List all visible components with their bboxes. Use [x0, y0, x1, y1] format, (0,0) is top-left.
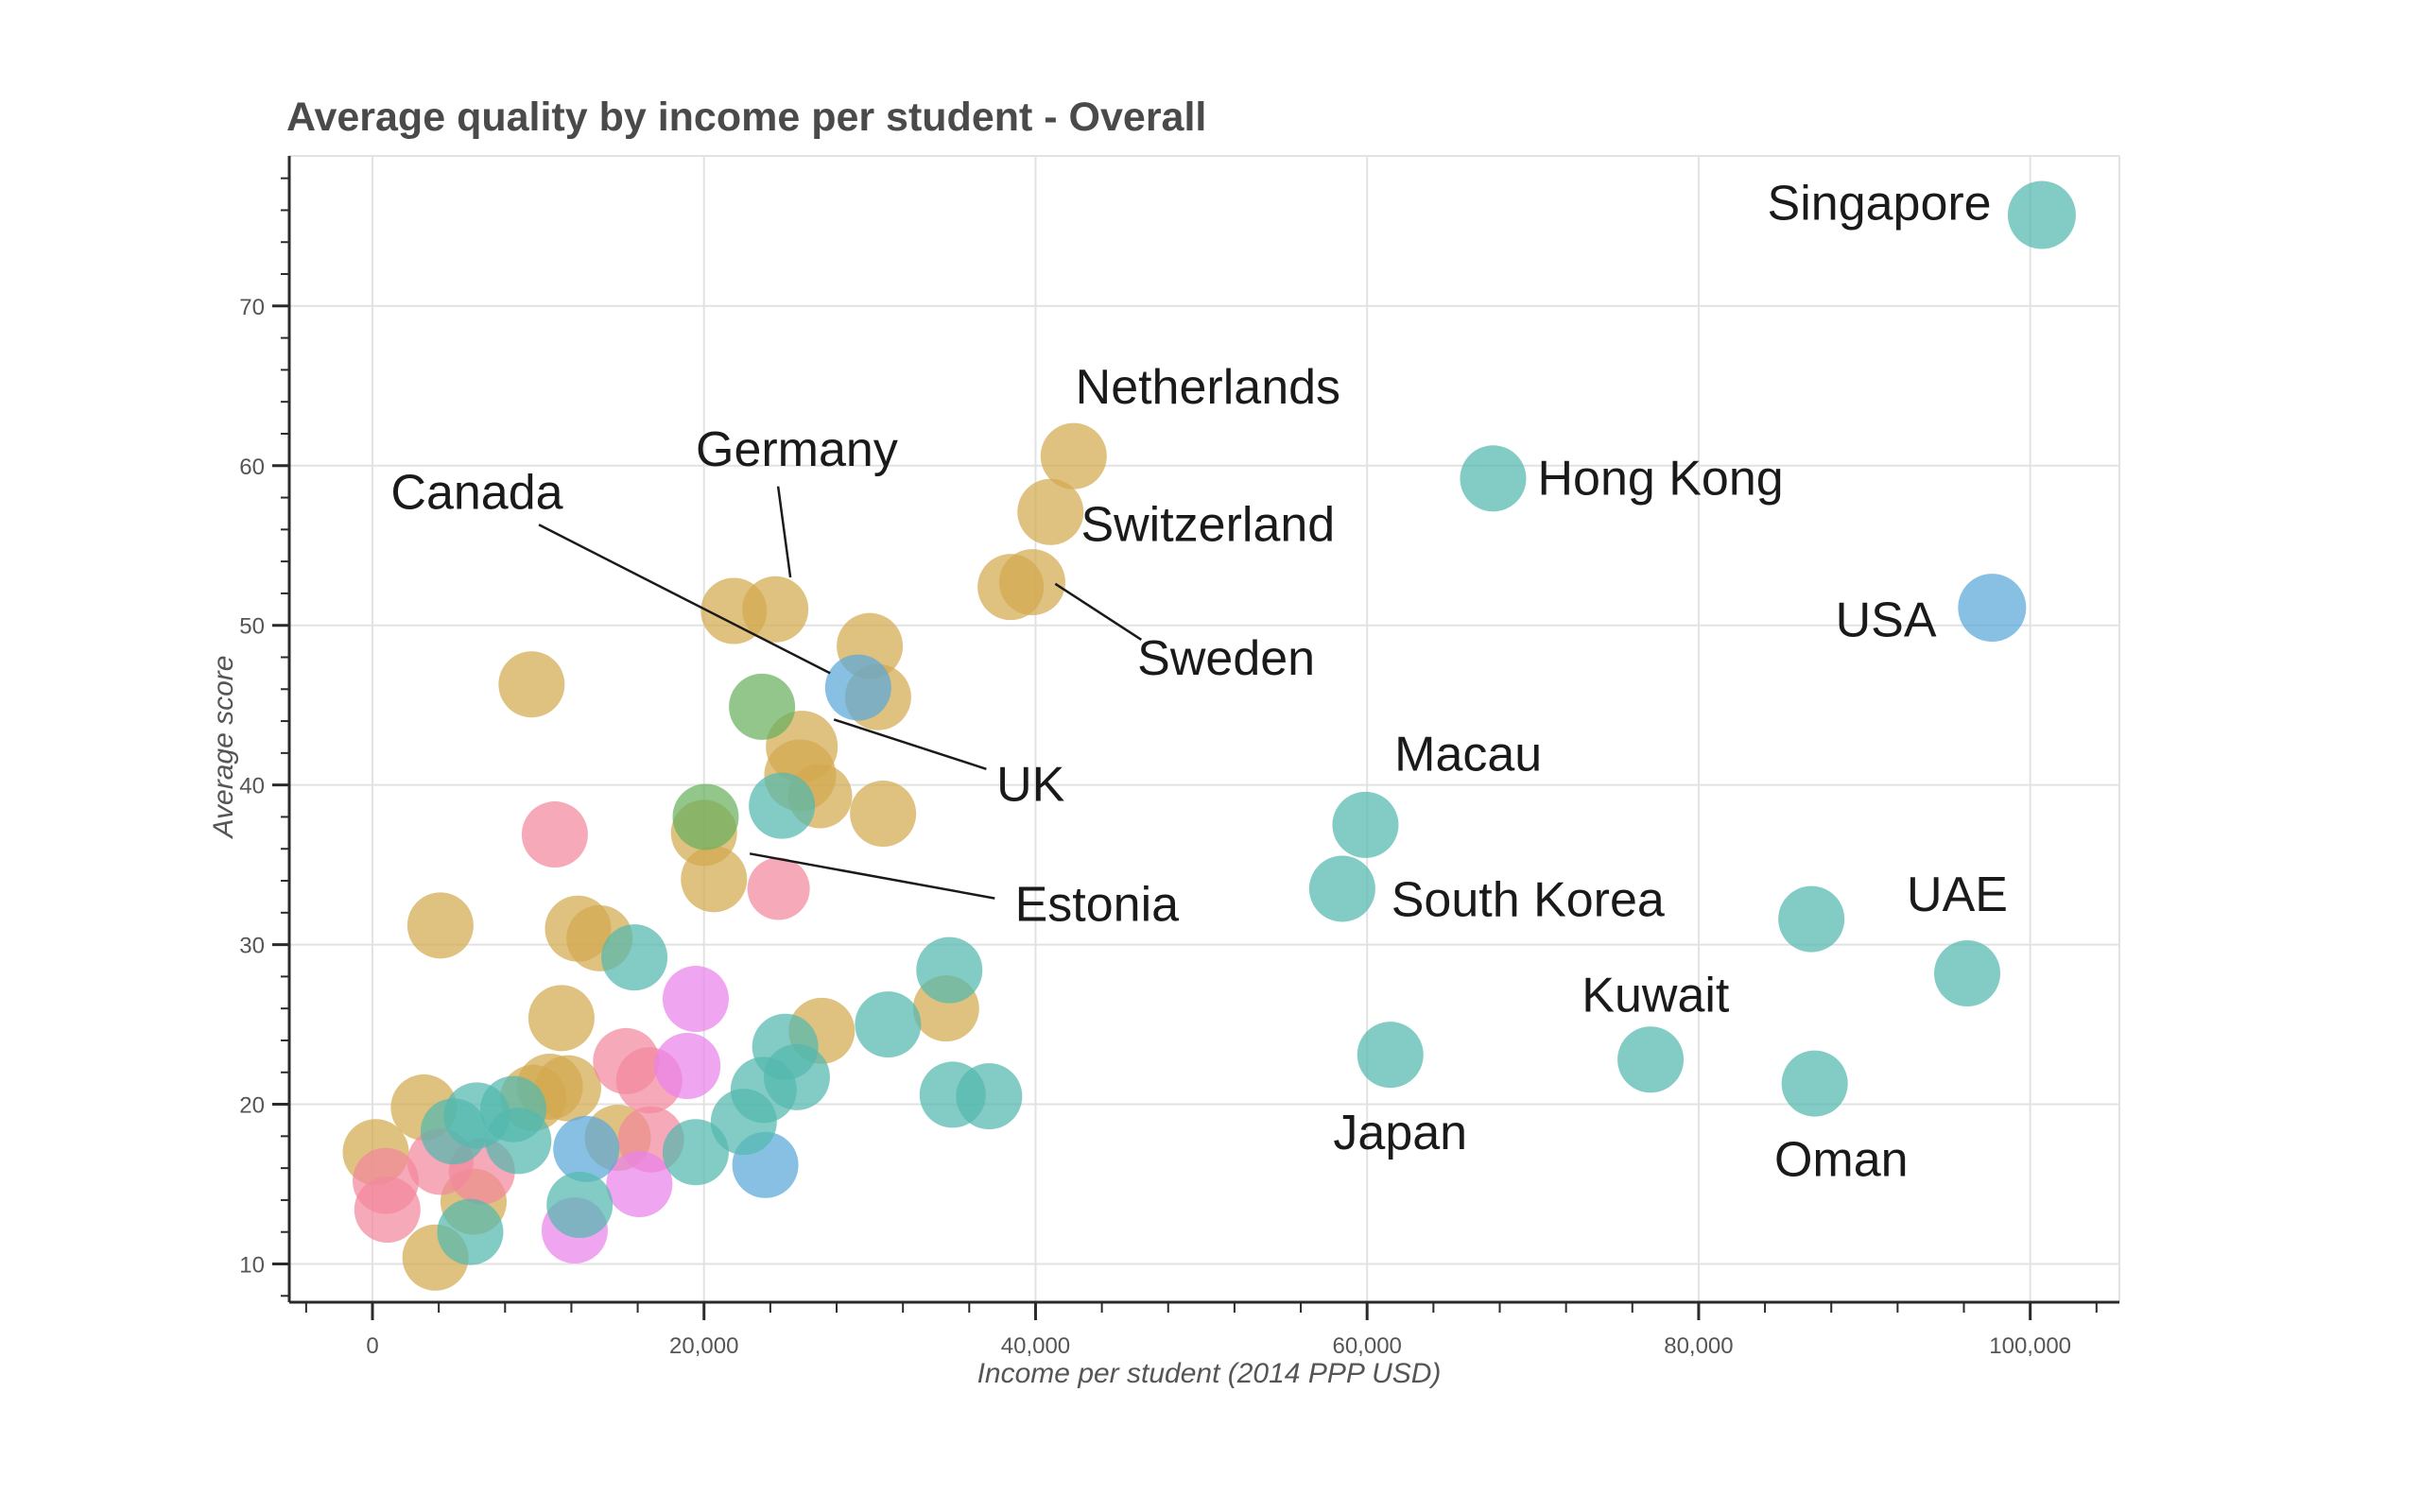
bubble[interactable]	[546, 1171, 614, 1238]
x-tick-label: 60,000	[1332, 1333, 1401, 1359]
country-label-uae: UAE	[1907, 868, 2008, 922]
bubble[interactable]	[601, 924, 668, 991]
bubble[interactable]	[850, 781, 917, 848]
bubble-kuwait[interactable]	[1617, 1026, 1685, 1093]
country-label-canada: Canada	[390, 465, 562, 520]
y-tick-label: 10	[239, 1253, 265, 1279]
bubble[interactable]	[749, 772, 816, 839]
leader-line-estonia	[749, 852, 995, 900]
leader-line-canada	[538, 524, 831, 675]
bubble[interactable]	[354, 1177, 421, 1244]
y-tick-label: 20	[239, 1093, 265, 1119]
y-axis-title: Average score	[208, 655, 239, 838]
x-tick-label: 0	[366, 1333, 378, 1359]
country-label-oman: Oman	[1774, 1133, 1909, 1188]
bubble[interactable]	[406, 892, 474, 959]
y-tick-label: 40	[239, 774, 265, 799]
bubble[interactable]	[662, 966, 729, 1033]
x-tick-label: 20,000	[669, 1333, 738, 1359]
chart-title: Average quality by income per student - …	[286, 94, 1207, 140]
bubble-singapore[interactable]	[2007, 180, 2076, 249]
country-label-japan: Japan	[1333, 1106, 1467, 1160]
leader-line-uk	[833, 718, 987, 770]
bubble[interactable]	[527, 985, 595, 1052]
country-label-usa: USA	[1836, 593, 1937, 648]
bubble[interactable]	[855, 991, 922, 1058]
country-label-singapore: Singapore	[1768, 177, 1992, 232]
bubble[interactable]	[498, 651, 565, 718]
bubble-japan[interactable]	[1357, 1022, 1424, 1089]
bubble[interactable]	[443, 1082, 510, 1149]
bubble-canada[interactable]	[824, 654, 891, 721]
country-label-hong-kong: Hong Kong	[1537, 451, 1783, 506]
bubble[interactable]	[672, 783, 739, 850]
country-label-south-korea: South Korea	[1392, 872, 1665, 927]
bubble-macau[interactable]	[1332, 791, 1399, 858]
bubble-oman[interactable]	[1781, 1050, 1848, 1117]
bubble[interactable]	[654, 1033, 721, 1100]
bubble[interactable]	[977, 554, 1045, 621]
bubble[interactable]	[662, 1119, 729, 1186]
bubble-netherlands[interactable]	[1040, 422, 1107, 490]
bubble[interactable]	[710, 1089, 777, 1156]
y-tick-label: 30	[239, 934, 265, 959]
bubble[interactable]	[521, 801, 588, 868]
bubble[interactable]	[956, 1063, 1023, 1130]
bubble-uae[interactable]	[1934, 940, 2001, 1007]
bubble-hong-kong[interactable]	[1460, 445, 1527, 512]
bubble[interactable]	[700, 577, 768, 644]
bubble[interactable]	[1778, 885, 1845, 953]
bubble-switzerland[interactable]	[1017, 478, 1084, 545]
country-label-uk: UK	[996, 758, 1065, 813]
country-label-germany: Germany	[696, 422, 898, 477]
x-tick-label: 80,000	[1664, 1333, 1733, 1359]
country-label-estonia: Estonia	[1015, 877, 1180, 932]
bubble[interactable]	[437, 1198, 504, 1265]
y-tick-label: 60	[239, 455, 265, 480]
x-axis-title: Income per student (2014 PPP USD)	[977, 1358, 1442, 1389]
x-tick-label: 100,000	[1989, 1333, 2071, 1359]
bubble-usa[interactable]	[1958, 574, 2027, 643]
bubble-estonia[interactable]	[747, 857, 810, 920]
y-tick-label: 70	[239, 295, 265, 320]
country-label-switzerland: Switzerland	[1080, 497, 1335, 552]
country-label-kuwait: Kuwait	[1582, 969, 1730, 1023]
country-label-macau: Macau	[1394, 728, 1542, 782]
y-tick-label: 50	[239, 614, 265, 640]
leader-line-sweden	[1054, 582, 1143, 641]
bubble-south-korea[interactable]	[1308, 855, 1375, 922]
leader-line-germany	[776, 486, 792, 578]
bubble[interactable]	[606, 1151, 673, 1218]
country-label-sweden: Sweden	[1137, 631, 1315, 686]
bubble[interactable]	[916, 936, 983, 1004]
bubble[interactable]	[553, 1115, 620, 1182]
bubble[interactable]	[681, 846, 748, 913]
country-label-netherlands: Netherlands	[1076, 360, 1340, 415]
x-tick-label: 40,000	[1001, 1333, 1070, 1359]
bubble[interactable]	[729, 673, 796, 740]
